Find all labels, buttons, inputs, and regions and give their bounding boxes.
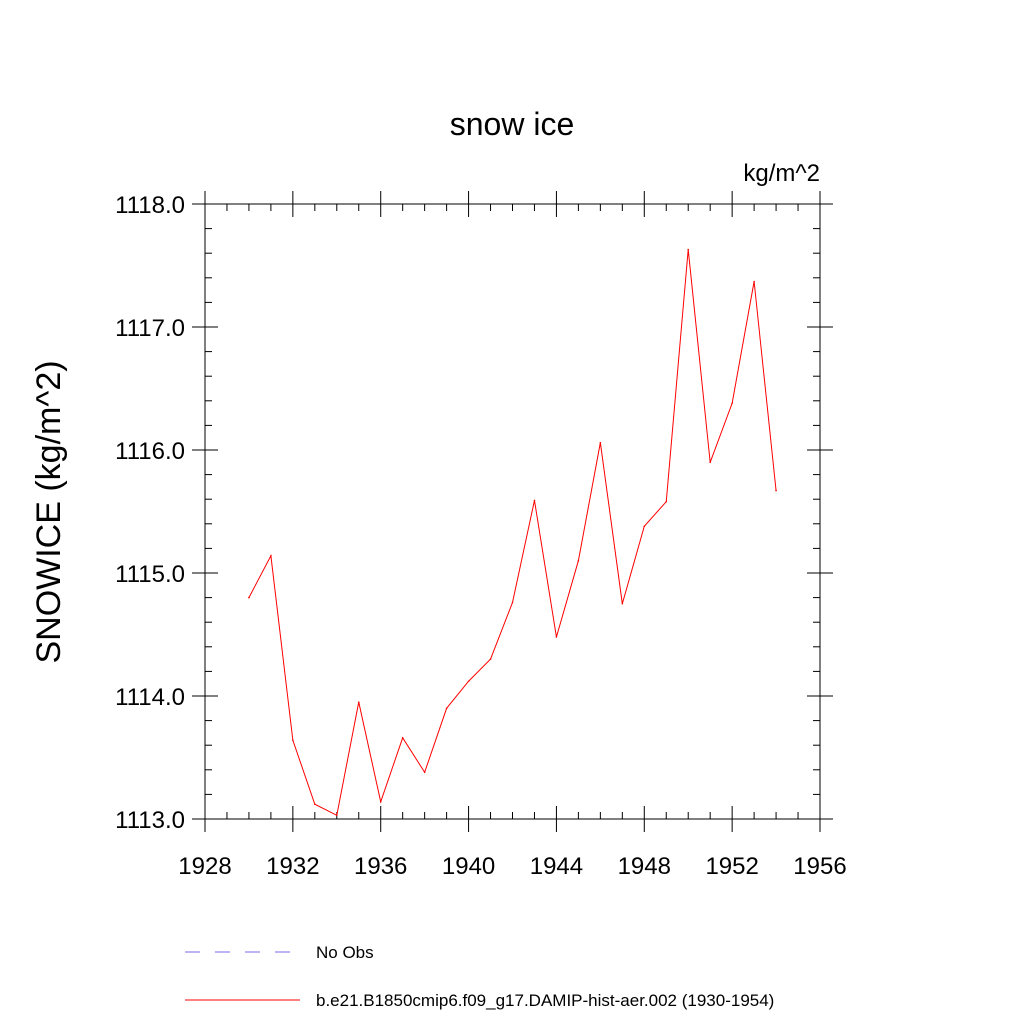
y-tick-labels: 1113.0 1114.0 1115.0 1116.0 1117.0 1118.0 [115, 192, 185, 834]
data-point [335, 814, 338, 817]
x-tick-label: 1948 [618, 853, 671, 880]
y-axis-label: SNOWICE (kg/m^2) [30, 360, 68, 663]
data-point [643, 525, 646, 528]
chart-title: snow ice [450, 106, 575, 142]
y-tick-label: 1118.0 [115, 192, 185, 219]
data-point [665, 500, 668, 503]
plot-frame [204, 203, 821, 820]
data-point [489, 658, 492, 660]
legend: No Obs b.e21.B1850cmip6.f09_g17.DAMIP-his… [185, 943, 774, 1010]
data-point [401, 737, 404, 739]
units-label: kg/m^2 [743, 160, 820, 187]
data-point [731, 402, 733, 405]
x-tick-label: 1952 [705, 853, 758, 880]
data-point [445, 707, 448, 710]
data-point [423, 771, 426, 774]
data-point [248, 596, 250, 599]
legend-label: No Obs [316, 943, 374, 962]
data-point [270, 554, 272, 557]
data-point [511, 601, 514, 604]
y-tick-label: 1117.0 [115, 315, 185, 342]
series-layer [248, 248, 777, 817]
series-line [248, 249, 777, 817]
data-point [555, 636, 558, 638]
y-tick-label: 1116.0 [115, 438, 185, 465]
x-tick-label: 1932 [266, 853, 319, 880]
data-point [314, 803, 316, 806]
data-point [599, 441, 602, 444]
data-point [292, 739, 294, 742]
data-point [357, 701, 360, 703]
y-tick-label: 1114.0 [115, 684, 185, 711]
x-tick-label: 1956 [793, 853, 846, 880]
data-point [709, 461, 711, 464]
data-point [621, 602, 624, 605]
x-tick-label: 1936 [354, 853, 407, 880]
x-tick-label: 1944 [530, 853, 583, 880]
data-point [379, 800, 382, 803]
data-point [467, 680, 470, 683]
data-point [687, 248, 690, 251]
data-point [753, 280, 755, 283]
data-point [533, 499, 536, 502]
x-tick-label: 1928 [178, 853, 231, 880]
y-tick-label: 1115.0 [115, 561, 185, 588]
legend-label: b.e21.B1850cmip6.f09_g17.DAMIP-hist-aer.… [316, 991, 774, 1010]
axis-ticks [192, 191, 833, 832]
y-tick-label: 1113.0 [115, 807, 185, 834]
x-tick-labels: 1928 1932 1936 1940 1944 1948 1952 1956 [178, 853, 846, 880]
data-point [775, 489, 777, 492]
data-point [577, 559, 580, 562]
x-tick-label: 1940 [442, 853, 495, 880]
